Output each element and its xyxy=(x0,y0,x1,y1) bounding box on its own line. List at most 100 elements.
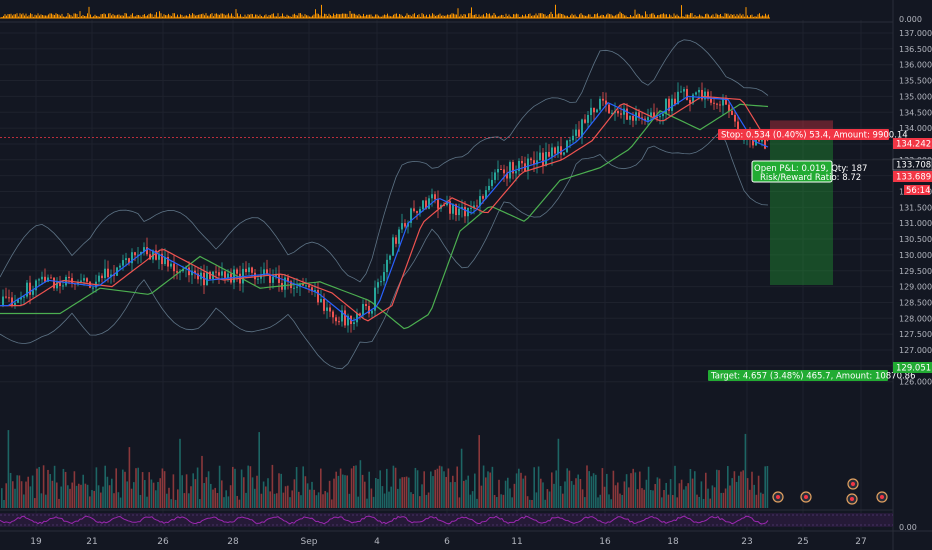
candle-body xyxy=(398,229,400,244)
candle-body xyxy=(14,302,16,306)
countdown-tag xyxy=(904,185,930,195)
volume-bar xyxy=(526,496,529,508)
volume-bar xyxy=(533,467,535,508)
candle-body xyxy=(266,269,268,275)
candle-body xyxy=(221,271,223,276)
candle-body xyxy=(716,103,718,105)
volume-bar xyxy=(509,488,511,508)
candle-body xyxy=(188,267,190,276)
volume-bar xyxy=(111,478,113,508)
candle-body xyxy=(311,287,313,292)
candle-body xyxy=(92,287,94,289)
volume-bar xyxy=(557,438,560,508)
volume-bar xyxy=(390,486,392,508)
volume-bars xyxy=(1,430,769,508)
candle-body xyxy=(494,172,496,180)
candle-body xyxy=(374,287,376,311)
volume-bar xyxy=(597,497,599,508)
candle-body xyxy=(680,91,682,93)
volume-bar xyxy=(478,435,480,508)
volume-bar xyxy=(430,471,432,508)
volume-bar xyxy=(601,468,604,508)
volume-bar xyxy=(353,465,355,508)
candle-body xyxy=(563,152,565,155)
volume-bar xyxy=(386,468,388,508)
candle-body xyxy=(428,198,430,209)
event-markers[interactable] xyxy=(772,478,888,505)
volume-bar xyxy=(760,492,762,508)
candle-body xyxy=(677,91,679,105)
candle-body xyxy=(725,98,727,105)
volume-bar xyxy=(313,489,315,508)
candle-body xyxy=(443,205,445,207)
candle-body xyxy=(503,169,505,174)
volume-bar xyxy=(628,487,630,508)
price-tick-label: 127.000 xyxy=(899,346,932,355)
candle-body xyxy=(488,185,490,191)
volume-bar xyxy=(425,494,428,508)
price-tick-label: 136.500 xyxy=(899,45,932,54)
target-label: Target: 4.657 (3.48%) 465.7, Amount: 108… xyxy=(710,372,916,382)
time-axis[interactable]: 19 21 26 28 Sep 4 6 11 16 18 23 25 27 xyxy=(30,537,866,547)
candle-body xyxy=(560,146,562,155)
volume-bar xyxy=(223,497,225,508)
event-marker-icon xyxy=(772,491,784,503)
volume-bar xyxy=(449,482,452,508)
candle-body xyxy=(218,272,220,276)
candle-body xyxy=(389,255,391,260)
volume-bar xyxy=(595,474,597,508)
candle-body xyxy=(578,129,580,137)
volume-bar xyxy=(636,489,639,508)
candle-body xyxy=(173,263,175,272)
candle-body xyxy=(119,265,121,268)
volume-bar xyxy=(282,492,285,508)
target-price-tag xyxy=(893,362,932,373)
candle-body xyxy=(461,206,463,209)
candle-body xyxy=(35,280,37,291)
volume-bar xyxy=(207,471,210,508)
volume-bar xyxy=(656,477,659,508)
volume-bar xyxy=(553,483,555,508)
candle-body xyxy=(647,117,649,121)
volume-bar xyxy=(507,477,509,508)
volume-bar xyxy=(108,485,111,508)
volume-bar xyxy=(456,466,458,508)
candle-body xyxy=(449,201,451,214)
candle-body xyxy=(203,272,205,286)
volume-bar xyxy=(665,482,667,508)
moving-averages xyxy=(0,95,769,330)
volume-bar xyxy=(168,487,170,508)
stop-price-tag-text: 134.242 xyxy=(896,140,931,150)
volume-bar xyxy=(27,476,29,508)
time-tick-label: 23 xyxy=(741,537,752,547)
volume-bar xyxy=(262,481,265,508)
volume-bar xyxy=(194,479,197,508)
candle-body xyxy=(125,258,127,261)
volume-bar xyxy=(317,492,320,508)
price-tick-label: 128.500 xyxy=(899,298,932,307)
volume-bar xyxy=(520,472,522,508)
volume-bar xyxy=(498,479,500,508)
volume-bar xyxy=(555,470,557,508)
candle-body xyxy=(650,112,652,118)
candle-body xyxy=(224,271,226,278)
candle-body xyxy=(248,267,250,273)
volume-bar xyxy=(31,475,34,508)
volume-bar xyxy=(326,492,329,508)
volume-bar xyxy=(716,469,718,508)
target-label-box xyxy=(708,370,888,381)
volume-bar xyxy=(674,465,676,508)
volume-bar xyxy=(49,474,51,508)
volume-bar xyxy=(669,479,672,508)
candle-body xyxy=(482,196,484,199)
volume-bar xyxy=(295,467,298,508)
volume-bar xyxy=(71,482,73,508)
volume-bar xyxy=(474,473,476,508)
volume-bar xyxy=(729,485,731,508)
oscillator-pane xyxy=(0,513,893,527)
candle-body xyxy=(719,104,721,106)
ma-slow xyxy=(0,103,769,330)
